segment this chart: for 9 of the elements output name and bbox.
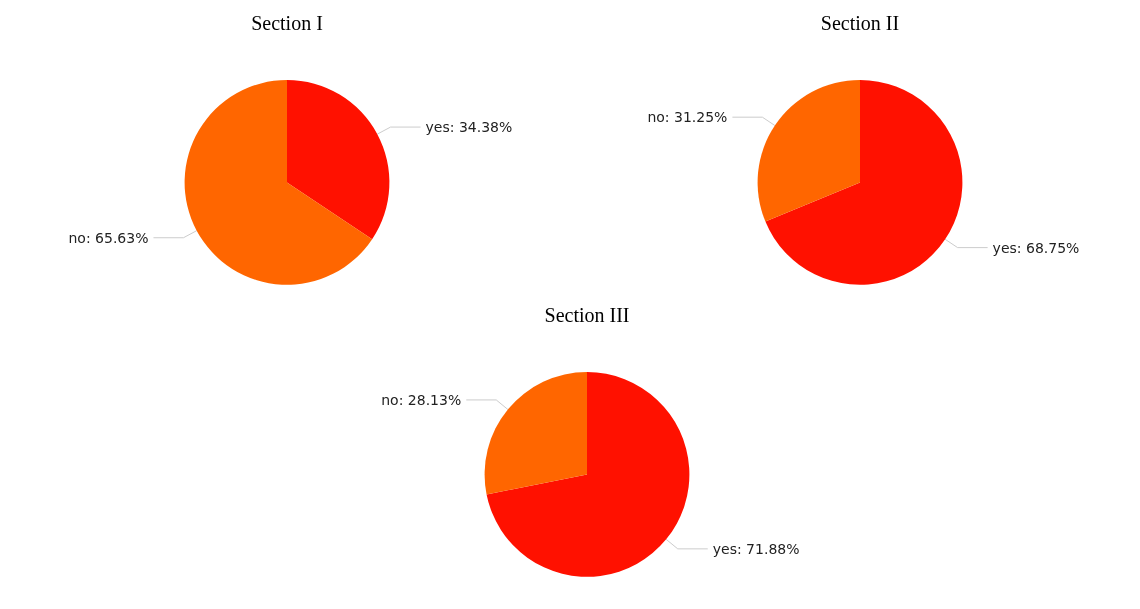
- chart-title: Section II: [820, 12, 900, 34]
- slice-label: no: 31.25%: [647, 109, 728, 126]
- slice-label: no: 65.63%: [68, 229, 149, 246]
- slice-label: no: 28.13%: [381, 391, 462, 408]
- slice-label: yes: 34.38%: [425, 119, 513, 136]
- slice-label: yes: 71.88%: [712, 540, 800, 557]
- slice-label: yes: 68.75%: [992, 239, 1080, 256]
- chart-title: Section III: [544, 304, 630, 326]
- chart-title: Section I: [251, 12, 323, 34]
